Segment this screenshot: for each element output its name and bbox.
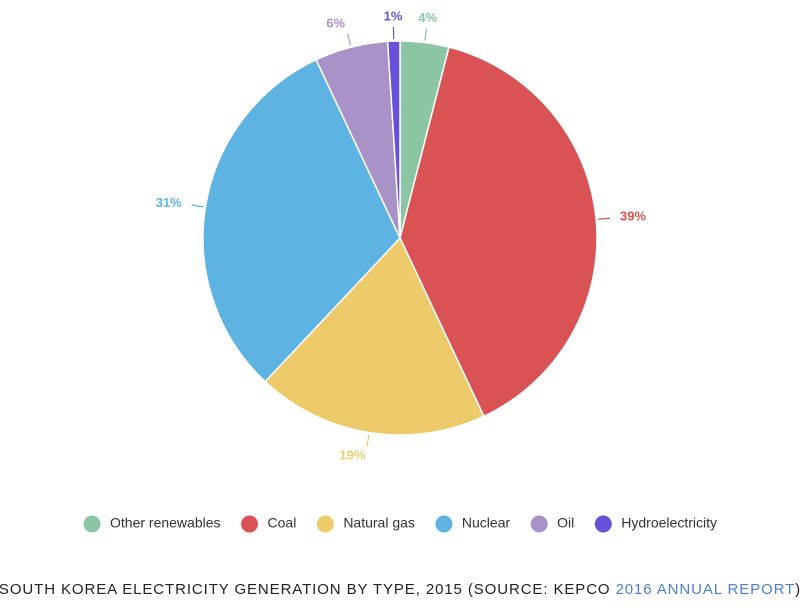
legend-label: Natural gas (343, 515, 415, 531)
legend-swatch (241, 515, 259, 533)
legend-swatch (530, 515, 548, 533)
pie-slice (264, 236, 485, 436)
leader-line (598, 217, 611, 220)
legend: Other renewables Coal Natural gas Nuclear Oi… (83, 515, 717, 533)
legend-label: Hydroelectricity (621, 515, 717, 531)
leader-line (191, 204, 204, 208)
pie-slice (399, 46, 598, 418)
legend-label: Other renewables (110, 515, 221, 531)
leader-line (424, 28, 428, 41)
legend-label: Oil (557, 515, 574, 531)
caption-text: SOUTH KOREA ELECTRICITY GENERATION BY TY… (0, 581, 616, 598)
data-label: 1% (384, 9, 403, 24)
caption-link[interactable]: 2016 ANNUAL REPORT (616, 581, 796, 598)
caption-end: ) (795, 581, 800, 598)
legend-swatch (594, 515, 612, 533)
legend-swatch (435, 515, 453, 533)
data-label: 39% (620, 209, 646, 224)
leader-line (346, 33, 352, 46)
data-label: 31% (156, 195, 182, 210)
data-label: 19% (339, 448, 365, 463)
legend-label: Coal (268, 515, 297, 531)
data-label: 4% (418, 10, 437, 25)
leader-line (366, 434, 370, 447)
pie-slice (386, 40, 401, 239)
data-label: 6% (326, 15, 345, 30)
legend-swatch (316, 515, 334, 533)
legend-swatch (83, 515, 101, 533)
legend-label: Nuclear (462, 515, 511, 531)
caption: SOUTH KOREA ELECTRICITY GENERATION BY TY… (0, 581, 800, 598)
pie-slice (202, 58, 401, 383)
